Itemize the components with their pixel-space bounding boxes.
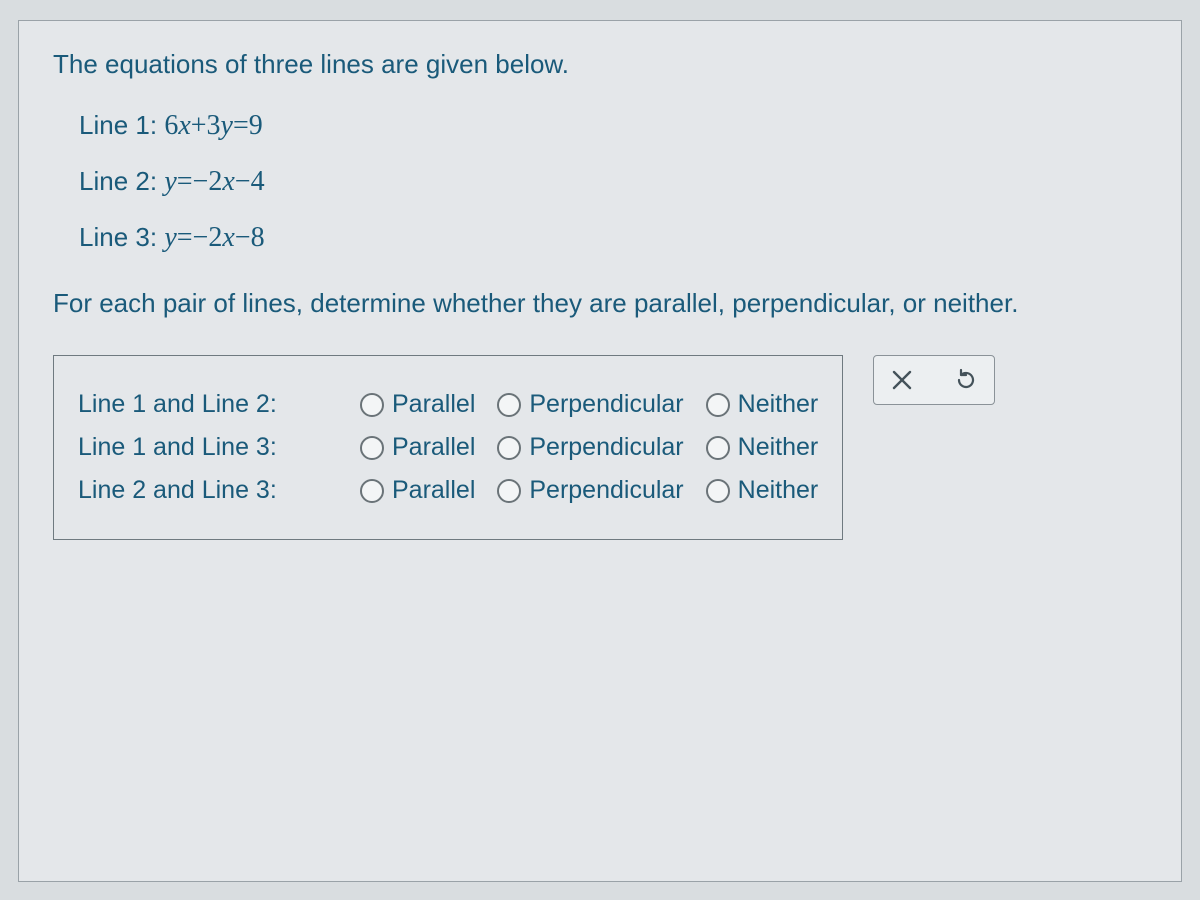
answer-row-1: Line 1 and Line 2: Parallel Perpendicula… [78, 390, 818, 419]
radio-option-neither[interactable]: Neither [706, 390, 819, 419]
answer-row-3: Line 2 and Line 3: Parallel Perpendicula… [78, 476, 818, 505]
radio-circle-icon [706, 479, 730, 503]
answer-box: Line 1 and Line 2: Parallel Perpendicula… [53, 355, 843, 540]
content-row: Line 1 and Line 2: Parallel Perpendicula… [53, 355, 1147, 540]
option-label: Neither [738, 476, 819, 505]
radio-option-perpendicular[interactable]: Perpendicular [497, 433, 683, 462]
option-label: Parallel [392, 433, 475, 462]
equations-block: Line 1: 6x+3y=9 Line 2: y=−2x−4 Line 3: … [79, 110, 1147, 254]
equation-line-1: Line 1: 6x+3y=9 [79, 110, 1147, 142]
radio-circle-icon [497, 436, 521, 460]
reset-icon [954, 368, 978, 392]
reset-button[interactable] [952, 366, 980, 394]
radio-option-perpendicular[interactable]: Perpendicular [497, 476, 683, 505]
question-panel: The equations of three lines are given b… [18, 20, 1182, 882]
intro-text: The equations of three lines are given b… [53, 49, 1147, 80]
radio-circle-icon [360, 393, 384, 417]
clear-button[interactable] [888, 366, 916, 394]
radio-circle-icon [360, 436, 384, 460]
pair-label: Line 1 and Line 2: [78, 390, 338, 419]
option-label: Neither [738, 433, 819, 462]
answer-row-2: Line 1 and Line 3: Parallel Perpendicula… [78, 433, 818, 462]
x-icon [891, 369, 913, 391]
option-label: Parallel [392, 390, 475, 419]
radio-circle-icon [360, 479, 384, 503]
radio-option-perpendicular[interactable]: Perpendicular [497, 390, 683, 419]
radio-circle-icon [706, 436, 730, 460]
radio-option-neither[interactable]: Neither [706, 476, 819, 505]
pair-label: Line 1 and Line 3: [78, 433, 338, 462]
radio-option-parallel[interactable]: Parallel [360, 476, 475, 505]
radio-circle-icon [497, 393, 521, 417]
option-label: Perpendicular [529, 433, 683, 462]
option-label: Neither [738, 390, 819, 419]
equation-line-3: Line 3: y=−2x−8 [79, 222, 1147, 254]
equation-label: Line 1: [79, 110, 157, 140]
controls-box [873, 355, 995, 405]
instruction-text: For each pair of lines, determine whethe… [53, 288, 1147, 319]
radio-option-parallel[interactable]: Parallel [360, 433, 475, 462]
equation-label: Line 2: [79, 166, 157, 196]
radio-circle-icon [497, 479, 521, 503]
pair-label: Line 2 and Line 3: [78, 476, 338, 505]
equation-line-2: Line 2: y=−2x−4 [79, 166, 1147, 198]
option-label: Parallel [392, 476, 475, 505]
option-label: Perpendicular [529, 476, 683, 505]
equation-label: Line 3: [79, 222, 157, 252]
radio-option-neither[interactable]: Neither [706, 433, 819, 462]
option-label: Perpendicular [529, 390, 683, 419]
radio-circle-icon [706, 393, 730, 417]
radio-option-parallel[interactable]: Parallel [360, 390, 475, 419]
